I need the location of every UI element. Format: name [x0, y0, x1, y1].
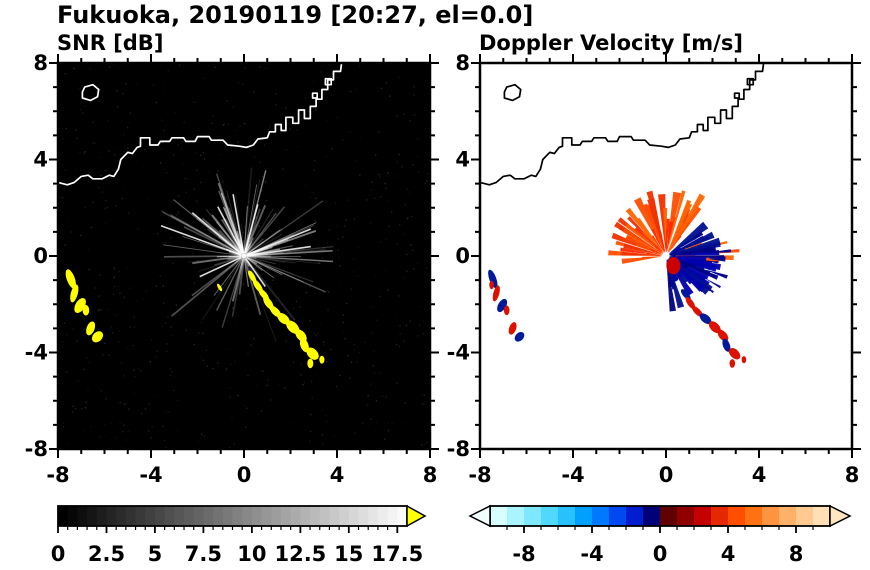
y-tick-label: -4	[447, 341, 470, 365]
svg-text:4: 4	[721, 542, 736, 566]
over-range-arrow	[829, 504, 852, 528]
positive-velocity-fan	[608, 190, 706, 264]
pier-outline	[733, 92, 741, 99]
snr-strong-cells	[65, 269, 325, 369]
x-tick-label: 0	[237, 463, 252, 487]
snr-colorbar-ticks	[57, 526, 399, 533]
svg-text:-8: -8	[512, 542, 535, 566]
snr-panel-title: SNR [dB]	[57, 31, 164, 55]
pier-outline	[324, 77, 333, 86]
x-tick-label: -8	[468, 463, 491, 487]
radar-center-dot	[241, 253, 247, 259]
velocity-colorbar-ticks	[506, 526, 814, 533]
y-tick-label: 4	[33, 148, 48, 172]
y-tick-label: 4	[455, 148, 470, 172]
velocity-cells	[488, 269, 747, 368]
x-tick-label: 4	[752, 463, 767, 487]
negative-velocity-fan	[666, 221, 725, 312]
svg-text:5: 5	[148, 542, 163, 566]
svg-text:0: 0	[653, 542, 668, 566]
svg-text:8: 8	[789, 542, 804, 566]
under-range-arrow	[468, 504, 491, 528]
x-tick-label: 8	[845, 463, 860, 487]
y-tick-label: -8	[447, 437, 470, 461]
y-tick-label: 0	[455, 244, 470, 268]
negative-outliers	[699, 249, 732, 294]
axis-tick-labels: -8-8 -4 -4 0 0 4 4 8 8	[447, 51, 860, 487]
pier-outline	[746, 77, 755, 86]
axis-ticks	[471, 54, 861, 458]
axis-ticks	[49, 54, 439, 458]
x-tick-label: 8	[423, 463, 438, 487]
x-tick-label: 0	[659, 463, 674, 487]
svg-text:12.5: 12.5	[274, 542, 326, 566]
y-tick-label: -4	[25, 341, 48, 365]
axis-tick-labels: -8-8 -4 -4 0 0 4 4 8 8	[25, 51, 438, 487]
y-tick-label: 0	[33, 244, 48, 268]
coastline	[57, 62, 343, 186]
y-tick-label: -8	[25, 437, 48, 461]
svg-text:-4: -4	[580, 542, 603, 566]
x-tick-label: -4	[139, 463, 162, 487]
snr-colorbar: 0 2.5 5 7.5 10 12.5 15 17.5	[51, 504, 427, 566]
y-tick-label: 8	[33, 51, 48, 75]
x-tick-label: -8	[46, 463, 69, 487]
doppler-velocity-plot: -8-8 -4 -4 0 0 4 4 8 8	[447, 51, 861, 487]
y-tick-label: 8	[455, 51, 470, 75]
coastline	[479, 62, 765, 186]
over-range-arrow	[406, 504, 427, 528]
colorbar-tick-labels: -8 -4 0 4 8	[512, 542, 803, 566]
background-noise	[58, 63, 432, 450]
vel-panel-title: Doppler Velocity [m/s]	[479, 31, 743, 55]
island-outline	[503, 83, 522, 102]
radar-center-hole	[662, 252, 670, 260]
svg-text:10: 10	[237, 542, 266, 566]
svg-text:15: 15	[334, 542, 363, 566]
figure-title: Fukuoka, 20190119 [20:27, el=0.0]	[57, 1, 534, 29]
colorbar-tick-labels: 0 2.5 5 7.5 10 12.5 15 17.5	[51, 542, 424, 566]
snr-plot: -8-8 -4 -4 0 0 4 4 8 8	[25, 51, 439, 487]
svg-text:0: 0	[51, 542, 66, 566]
svg-text:2.5: 2.5	[88, 542, 125, 566]
velocity-colorbar-cells	[490, 506, 831, 526]
snr-colorbar-cells	[58, 506, 408, 526]
island-outline	[81, 83, 100, 102]
pier-outline	[311, 92, 319, 99]
doppler-velocity-colorbar: -8 -4 0 4 8	[468, 504, 852, 566]
svg-text:17.5: 17.5	[371, 542, 423, 566]
svg-text:7.5: 7.5	[185, 542, 222, 566]
x-tick-label: 4	[330, 463, 345, 487]
x-tick-label: -4	[561, 463, 584, 487]
